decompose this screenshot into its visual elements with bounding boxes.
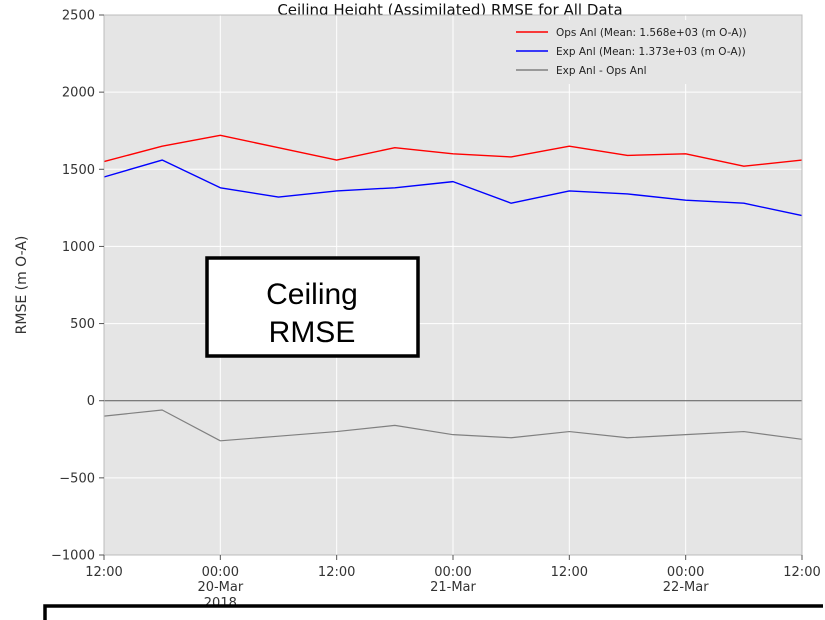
x-tick-date-3: 21-Mar [430,580,476,595]
y-tick-label-0: −1000 [51,549,95,564]
x-tick-year-1: 2018 [204,596,237,611]
x-tick-label-6: 12:00 [783,565,820,580]
y-tick-label-2: 0 [87,394,95,409]
y-tick-label-4: 1000 [62,240,95,255]
y-tick-label-3: 500 [70,317,95,332]
x-tick-label-2: 12:00 [318,565,355,580]
series-line-1 [103,159,803,217]
legend-label-1: Exp Anl (Mean: 1.373e+03 (m O-A)) [556,46,746,58]
legend-box [506,20,798,84]
series-line-2 [103,409,803,442]
y-tick-label-1: −500 [59,471,95,486]
legend: Ops Anl (Mean: 1.568e+03 (m O-A)) Exp Anl… [506,20,798,84]
annotation-line-1: Ceiling [266,278,358,311]
x-tick-date-1: 20-Mar [197,580,243,595]
x-tick-date-5: 22-Mar [663,580,709,595]
y-axis-ticks: −1000 −500 0 500 1000 1500 2000 2500 [51,9,104,564]
x-tick-label-1: 00:00 [202,565,239,580]
series-line-0 [103,134,803,167]
y-tick-label-6: 2000 [62,86,95,101]
annotation-frame [205,256,420,358]
annotation-line-2: RMSE [269,316,356,349]
x-tick-label-5: 00:00 [667,565,704,580]
y-tick-label-7: 2500 [62,9,95,24]
x-tick-label-0: 12:00 [85,565,122,580]
series-layer [103,134,803,442]
legend-label-0: Ops Anl (Mean: 1.568e+03 (m O-A)) [556,27,747,39]
ceiling-rmse-annotation: Ceiling RMSE [205,256,420,358]
y-tick-label-5: 1500 [62,163,95,178]
lower-annotation-frame [43,604,823,620]
x-tick-label-3: 00:00 [434,565,471,580]
y-axis-label: RMSE (m O-A) [14,236,30,335]
legend-label-2: Exp Anl - Ops Anl [556,65,647,77]
x-tick-label-4: 12:00 [551,565,588,580]
